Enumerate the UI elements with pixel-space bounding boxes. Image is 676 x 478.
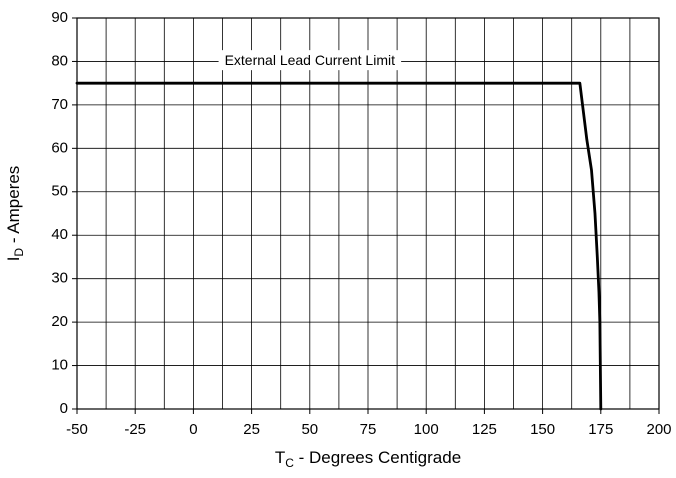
y-axis-title-rest: - Amperes — [4, 166, 23, 248]
y-tick-label: 90 — [51, 9, 68, 26]
y-tick-label: 20 — [51, 313, 68, 330]
x-tick-label: 75 — [360, 421, 377, 438]
x-axis-title-main: T — [275, 448, 285, 467]
x-tick-label: 150 — [530, 421, 555, 438]
x-tick-label-layer: -50 -25 0 25 50 75 100 125 150 175 200 — [66, 409, 672, 438]
y-tick-label-layer: 0 10 20 30 40 50 60 70 80 90 — [51, 9, 77, 417]
y-tick-label: 30 — [51, 270, 68, 287]
current-limit-line — [75, 81, 603, 411]
y-axis-title-sub: D — [12, 248, 26, 257]
y-tick-label: 80 — [51, 52, 68, 69]
x-tick-label: 200 — [646, 421, 671, 438]
x-tick-label: 125 — [472, 421, 497, 438]
y-tick-label: 10 — [51, 357, 68, 374]
x-tick-label: -25 — [124, 421, 146, 438]
x-tick-label: 25 — [243, 421, 260, 438]
y-tick-label: 40 — [51, 226, 68, 243]
x-tick-label: 100 — [414, 421, 439, 438]
series-layer — [75, 81, 603, 411]
x-tick-label: 0 — [189, 421, 197, 438]
y-tick-label: 70 — [51, 96, 68, 113]
x-tick-label: 50 — [301, 421, 318, 438]
x-tick-label: -50 — [66, 421, 88, 438]
y-tick-label: 50 — [51, 183, 68, 200]
x-axis-title: TC - Degrees Centigrade — [275, 448, 461, 470]
x-axis-title-sub: C — [285, 456, 294, 470]
grid-layer — [76, 17, 660, 410]
y-axis-title: ID - Amperes — [4, 166, 26, 262]
annotation-label: External Lead Current Limit — [225, 52, 396, 68]
x-tick-label: 175 — [588, 421, 613, 438]
x-axis-title-rest: - Degrees Centigrade — [294, 448, 461, 467]
y-tick-label: 60 — [51, 139, 68, 156]
y-axis-title-main: I — [4, 257, 23, 262]
annotation-background — [218, 50, 402, 71]
y-tick-label: 0 — [60, 400, 68, 417]
